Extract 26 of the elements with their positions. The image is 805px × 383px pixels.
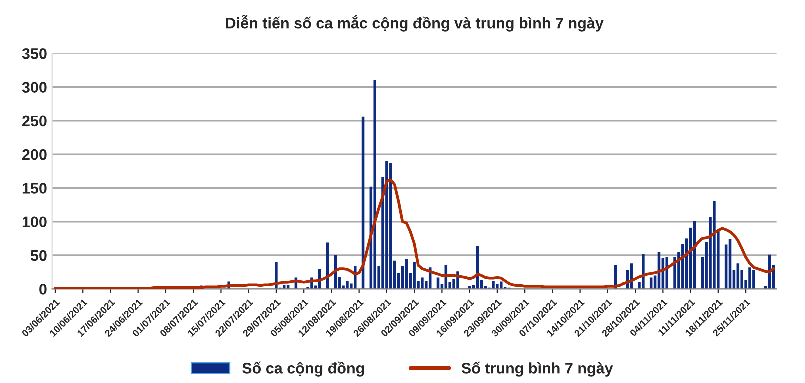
bar (666, 258, 669, 290)
chart-title: Diễn tiến số ca mắc cộng đồng và trung bình 7 ngày (226, 15, 604, 32)
bar (374, 80, 376, 290)
bar (492, 281, 495, 290)
y-tick-label: 50 (30, 250, 47, 262)
y-tick-label: 350 (22, 48, 47, 60)
bar (346, 281, 349, 290)
y-tick-label: 0 (40, 284, 47, 295)
bar (413, 262, 416, 290)
y-tick-label: 150 (22, 183, 47, 194)
line-series (54, 178, 776, 290)
y-tick-label: 300 (22, 82, 47, 93)
y-tick-label: 100 (22, 216, 47, 228)
bar (713, 201, 716, 290)
bar (386, 161, 388, 290)
bar (390, 163, 392, 290)
y-tick-label: 200 (22, 149, 47, 160)
legend-label: Số ca cộng đồng (242, 362, 364, 377)
legend-label: Số trung bình 7 ngày (462, 362, 614, 377)
bar (421, 278, 424, 290)
y-tick-label: 250 (22, 116, 47, 127)
bar (500, 282, 503, 290)
bar (748, 268, 752, 290)
bar (642, 254, 645, 290)
bar (496, 284, 499, 290)
bar (752, 270, 756, 290)
